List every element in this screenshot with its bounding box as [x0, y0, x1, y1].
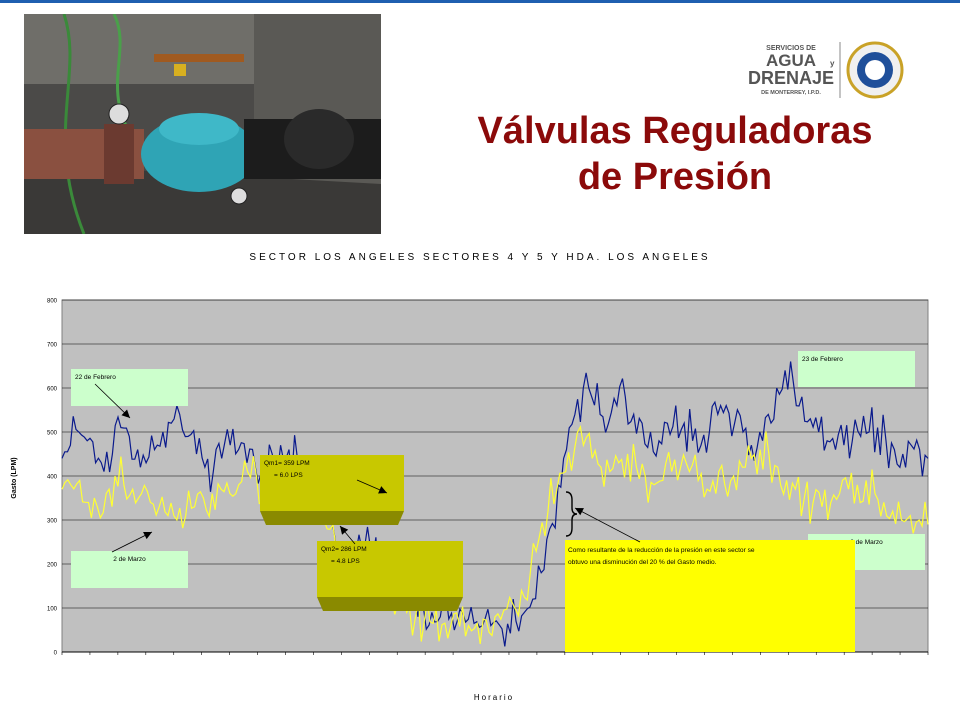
label-feb23-text-1: 23 de Febrero	[802, 356, 843, 363]
plot-area: 0 100 200 300 400 500 600 700 800 22 de Febrero 2 …	[47, 299, 929, 657]
qm2-box	[317, 541, 463, 597]
label-feb23	[798, 351, 915, 387]
title-line1: Válvulas Reguladoras	[477, 110, 873, 152]
arrow-note-head	[575, 508, 584, 516]
y-tick-label: 600	[47, 387, 58, 393]
qm1-box-text-2: = 6.0 LPS	[274, 472, 303, 479]
valve-photo	[24, 14, 381, 234]
qm2-box-base	[317, 597, 463, 611]
arrow-feb22-head	[121, 409, 130, 418]
note-text-2: obtuvo una disminución del 20 % del Gast…	[568, 559, 717, 566]
qm1-box-text-1: Qm1= 359 LPM	[264, 460, 310, 467]
y-tick-label: 400	[47, 475, 58, 481]
y-tick-label: 0	[54, 651, 58, 657]
arrow-feb22	[94, 383, 131, 419]
y-axis-label: Gasto (LPM)	[11, 457, 18, 498]
x-axis-label: Horario	[474, 693, 514, 702]
y-tick-label: 500	[47, 431, 58, 437]
y-tick-label: 700	[47, 343, 58, 349]
logo-line2b: y	[830, 59, 835, 68]
label-feb22	[71, 369, 188, 406]
note-box	[565, 540, 855, 652]
logo-line4: DE MONTERREY, I.P.D.	[761, 90, 821, 96]
qm2-box-text-1: Qm2= 286 LPM	[321, 546, 367, 553]
logo-line3: DRENAJE	[748, 68, 834, 88]
title-line2: de Presión	[577, 156, 773, 198]
y-tick-label: 200	[47, 563, 58, 569]
qm2-box-text-2: = 4.8 LPS	[331, 558, 360, 565]
label-mar2	[71, 551, 188, 588]
arrow-mar2-head	[143, 532, 152, 540]
y-tick-label: 300	[47, 519, 58, 525]
logo-line1: SERVICIOS DE	[766, 45, 816, 52]
difference-brace	[565, 491, 578, 537]
sadm-logo: SERVICIOS DE AGUA y DRENAJE DE MONTERREY…	[745, 38, 915, 104]
y-tick-label: 800	[47, 299, 58, 305]
note-text-1: Como resultante de la reducción de la pr…	[568, 547, 755, 554]
label-feb22-text-1: 22 de Febrero	[75, 374, 116, 381]
logo-line2: AGUA	[766, 51, 816, 70]
arrow-note	[574, 507, 641, 543]
series-line-2	[61, 425, 929, 644]
label-mar2-text-1: 2 de Marzo	[113, 556, 146, 563]
chart-title: SECTOR LOS ANGELES SECTORES 4 Y 5 Y HDA.…	[249, 252, 711, 263]
logo-emblem	[846, 41, 904, 99]
label-mar3-text-1: 3 de Marzo	[850, 539, 883, 546]
page-title: Válvulas Reguladoras de Presión	[440, 108, 910, 200]
qm1-box	[260, 455, 404, 511]
top-accent-bar	[0, 0, 960, 3]
series-line-1	[61, 361, 929, 647]
arrow-qm2-head	[340, 526, 349, 535]
y-tick-label: 100	[47, 607, 58, 613]
flow-chart: 0 100 200 300 400 500 600 700 800 22 de Febrero 2 …	[11, 299, 929, 702]
arrow-qm1-head	[378, 486, 387, 494]
qm1-box-base	[260, 511, 404, 525]
